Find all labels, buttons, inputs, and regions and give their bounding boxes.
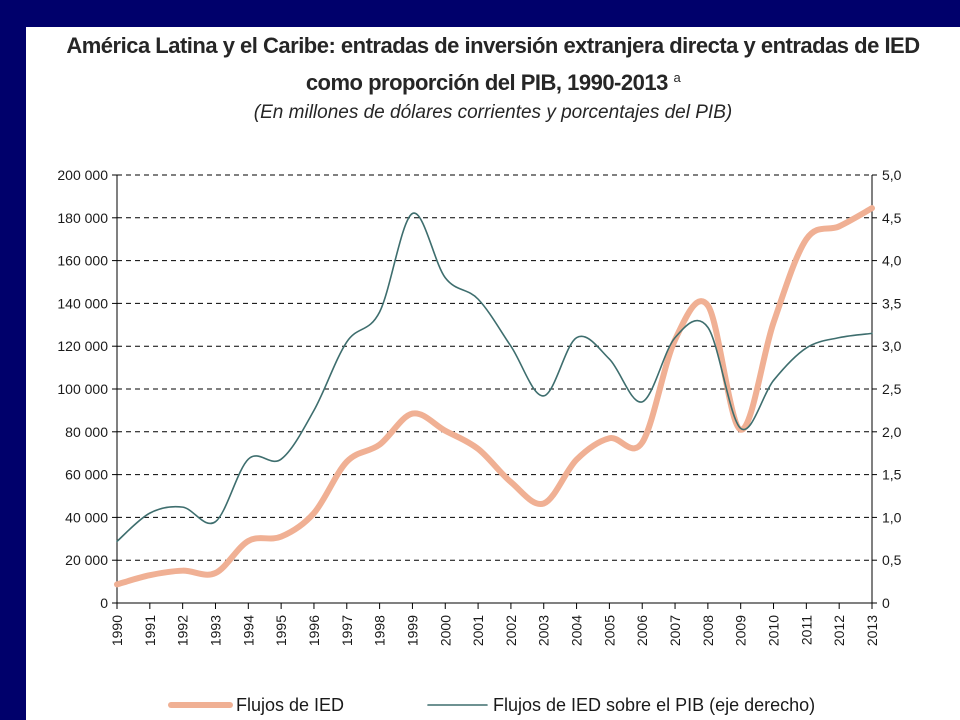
left-frame-bar bbox=[0, 0, 26, 720]
title-footnote-mark: a bbox=[673, 70, 681, 85]
x-tick-label: 1991 bbox=[142, 615, 158, 646]
x-tick-label: 2000 bbox=[437, 615, 453, 646]
x-tick-label: 2005 bbox=[601, 615, 617, 646]
x-tick-label: 2002 bbox=[503, 615, 519, 646]
y-left-tick-label: 140 000 bbox=[57, 295, 108, 311]
y-left-tick-label: 100 000 bbox=[57, 381, 108, 397]
chart-title-line2-wrap: como proporción del PIB, 1990-2013 a bbox=[26, 62, 960, 99]
x-tick-label: 2001 bbox=[470, 615, 486, 646]
x-tick-label: 1994 bbox=[240, 615, 256, 646]
x-tick-label: 2011 bbox=[798, 615, 814, 645]
x-tick-label: 2012 bbox=[831, 615, 847, 646]
x-tick-label: 1992 bbox=[175, 615, 191, 646]
y-left-tick-label: 80 000 bbox=[65, 424, 108, 440]
x-tick-label: 1990 bbox=[109, 615, 125, 646]
x-tick-label: 1997 bbox=[339, 615, 355, 646]
y-left-tick-label: 40 000 bbox=[65, 509, 108, 525]
chart-subtitle: (En millones de dólares corrientes y por… bbox=[253, 102, 733, 123]
y-left-tick-label: 120 000 bbox=[57, 338, 108, 354]
y-left-tick-label: 180 000 bbox=[57, 210, 108, 226]
chart-title-block: América Latina y el Caribe: entradas de … bbox=[26, 30, 960, 126]
y-right-tick-label: 0 bbox=[882, 595, 890, 611]
chart-title-line1: América Latina y el Caribe: entradas de … bbox=[66, 33, 920, 58]
y-right-tick-label: 3,5 bbox=[882, 295, 902, 311]
y-right-tick-label: 4,5 bbox=[882, 210, 902, 226]
y-right-tick-label: 3,0 bbox=[882, 338, 902, 354]
top-frame-bar bbox=[0, 0, 960, 27]
x-tick-label: 2007 bbox=[667, 615, 683, 646]
y-right-tick-label: 4,0 bbox=[882, 253, 902, 269]
x-tick-label: 2013 bbox=[864, 615, 880, 646]
tick-labels: 0 0 20 000 0,5 40 000 1,0 60 000 1,5 80 000 2,0 10… bbox=[57, 167, 901, 646]
x-tick-label: 2010 bbox=[766, 615, 782, 646]
x-tick-label: 2003 bbox=[536, 615, 552, 646]
series-line-ied-pib bbox=[116, 212, 873, 543]
legend-label: Flujos de IED sobre el PIB (eje derecho) bbox=[493, 695, 815, 715]
x-tick-label: 2009 bbox=[733, 615, 749, 646]
y-right-tick-label: 0,5 bbox=[882, 552, 902, 568]
y-right-tick-label: 2,5 bbox=[882, 381, 902, 397]
x-tick-label: 2004 bbox=[569, 615, 585, 646]
y-right-tick-label: 1,0 bbox=[882, 509, 902, 525]
axes bbox=[112, 174, 877, 609]
x-tick-label: 1998 bbox=[372, 615, 388, 646]
y-right-tick-label: 2,0 bbox=[882, 424, 902, 440]
y-left-tick-label: 0 bbox=[100, 595, 108, 611]
legend-label: Flujos de IED bbox=[236, 695, 344, 715]
series-lines bbox=[114, 205, 875, 588]
y-right-tick-label: 1,5 bbox=[882, 467, 902, 483]
x-tick-label: 2006 bbox=[634, 615, 650, 646]
x-tick-label: 2008 bbox=[700, 615, 716, 646]
x-tick-label: 1993 bbox=[207, 615, 223, 646]
y-right-tick-label: 5,0 bbox=[882, 167, 902, 183]
legend: Flujos de IED Flujos de IED sobre el PIB … bbox=[168, 695, 815, 715]
grid-lines bbox=[117, 174, 872, 561]
chart-title-line2: como proporción del PIB, 1990-2013 bbox=[305, 70, 669, 95]
x-tick-label: 1996 bbox=[306, 615, 322, 646]
y-left-tick-label: 200 000 bbox=[57, 167, 108, 183]
y-left-tick-label: 60 000 bbox=[65, 467, 108, 483]
series-line-flujos-ied bbox=[114, 205, 875, 588]
y-left-tick-label: 20 000 bbox=[65, 552, 108, 568]
x-tick-label: 1995 bbox=[273, 615, 289, 646]
y-left-tick-label: 160 000 bbox=[57, 253, 108, 269]
x-tick-label: 1999 bbox=[404, 615, 420, 646]
